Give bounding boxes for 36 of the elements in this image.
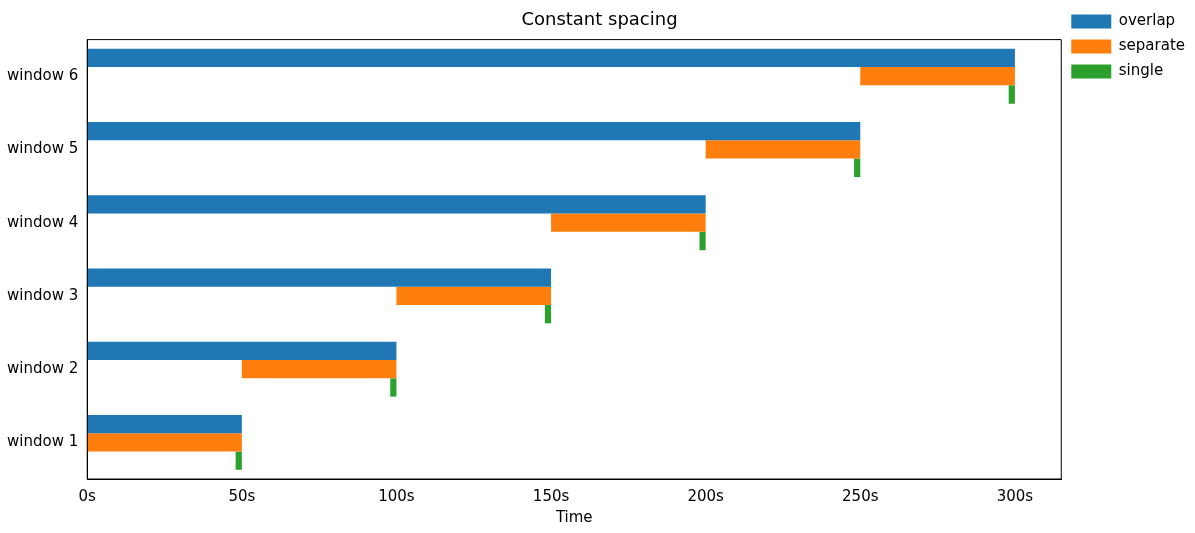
bar: [87, 341, 397, 360]
x-tick-label: 250s: [842, 486, 879, 505]
bar: [705, 140, 861, 159]
bar: [396, 286, 552, 306]
bar: [87, 195, 706, 214]
bar: [699, 231, 706, 251]
bar: [87, 48, 1015, 68]
y-tick-label: window 2: [6, 359, 79, 378]
bar: [241, 360, 397, 379]
bar: [390, 378, 397, 397]
bar: [235, 451, 242, 470]
y-tick-label: window 5: [6, 139, 79, 158]
y-tick-label: window 3: [6, 285, 79, 304]
y-tick-label: window 4: [6, 212, 79, 231]
chart-title: Constant spacing: [521, 8, 678, 30]
x-tick-label: 0s: [78, 486, 97, 505]
legend-label: overlap: [1118, 11, 1176, 30]
x-tick-label: 50s: [228, 486, 256, 505]
x-tick-label: 200s: [687, 486, 725, 505]
legend-label: separate: [1118, 36, 1186, 55]
bar: [87, 268, 552, 287]
bar: [87, 433, 242, 452]
y-tick-label: window 6: [6, 66, 79, 85]
x-tick-label: 100s: [378, 486, 415, 505]
x-axis-title: Time: [554, 507, 593, 526]
bar: [854, 158, 861, 177]
bar: [87, 121, 861, 141]
bar: [1008, 85, 1015, 104]
bar: [551, 213, 706, 232]
bar: [544, 305, 552, 324]
x-tick-label: 300s: [996, 486, 1034, 505]
bar: [860, 67, 1015, 86]
bar: [87, 414, 242, 434]
x-tick-label: 150s: [532, 486, 570, 505]
legend-label: single: [1118, 61, 1164, 80]
y-tick-label: window 1: [6, 432, 79, 451]
